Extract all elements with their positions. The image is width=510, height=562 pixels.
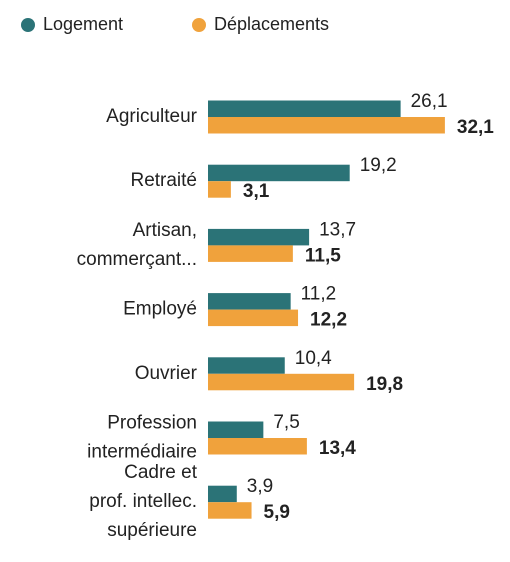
value-label: 3,9 — [247, 476, 273, 497]
value-label: 13,4 — [319, 438, 356, 459]
value-label: 11,2 — [301, 284, 337, 305]
category-label: intermédiaire — [87, 442, 197, 463]
value-label: 12,2 — [310, 310, 347, 331]
category-label: Ouvrier — [135, 363, 198, 384]
value-label: 3,1 — [243, 181, 270, 202]
bar — [208, 438, 307, 455]
value-label: 13,7 — [319, 219, 356, 240]
category-label: prof. intellec. — [89, 491, 197, 512]
category-label: Cadre et — [124, 462, 198, 483]
value-label: 10,4 — [295, 348, 332, 369]
bar — [208, 228, 310, 246]
bar — [208, 293, 291, 310]
category-label: commerçant... — [77, 249, 197, 270]
value-label: 5,9 — [264, 502, 290, 523]
legend-label: Déplacements — [214, 14, 329, 34]
category-label: Employé — [123, 299, 197, 320]
value-label: 7,5 — [273, 412, 299, 433]
value-label: 32,1 — [457, 117, 494, 138]
bar — [208, 357, 285, 374]
bar — [208, 164, 350, 182]
category-label: Agriculteur — [106, 106, 197, 127]
bar — [208, 373, 355, 391]
category-label: supérieure — [107, 520, 197, 541]
value-label: 19,2 — [360, 155, 397, 176]
value-label: 26,1 — [411, 91, 448, 112]
bar — [208, 421, 264, 438]
legend-swatch — [192, 18, 206, 32]
legend-swatch — [21, 18, 35, 32]
value-label: 11,5 — [305, 245, 341, 266]
value-label: 19,8 — [366, 374, 403, 395]
bar — [208, 485, 237, 503]
legend-label: Logement — [43, 14, 123, 34]
category-label: Artisan, — [133, 220, 197, 241]
category-label: Retraité — [130, 170, 197, 191]
bar — [208, 181, 231, 198]
bar — [208, 100, 401, 117]
category-label: Profession — [107, 413, 197, 434]
bar — [208, 502, 252, 519]
bar — [208, 245, 293, 262]
bar — [208, 117, 445, 134]
bar — [208, 309, 299, 327]
